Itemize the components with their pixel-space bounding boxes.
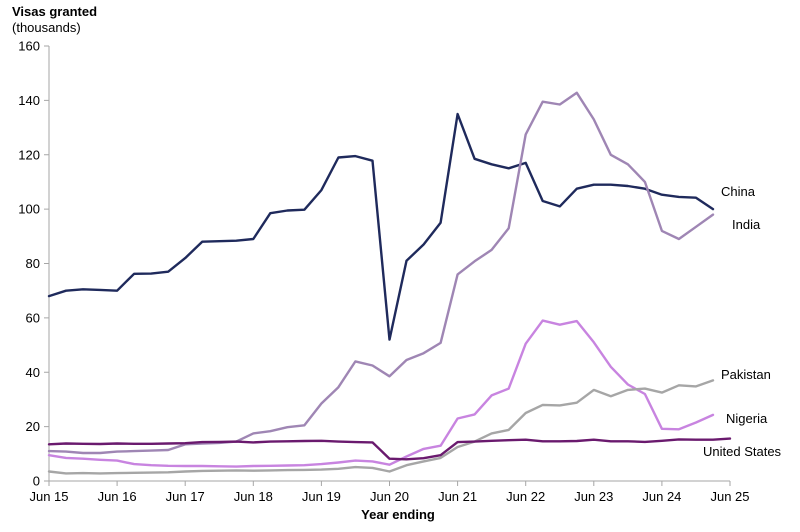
y-tick-label: 140 (18, 93, 40, 108)
x-tick-label: Jun 19 (302, 489, 341, 504)
series-line-china (47, 112, 715, 341)
x-tick-label: Jun 16 (98, 489, 137, 504)
y-axis: 0 20 40 60 80 100 120 140 160 (18, 39, 50, 489)
y-tick-label: 100 (18, 202, 40, 217)
x-tick-label: Jun 20 (370, 489, 409, 504)
series-label-china: China (721, 184, 756, 199)
x-axis: Jun 15 Jun 16 Jun 17 Jun 18 Jun 19 Jun 20 Jun … (29, 480, 750, 504)
series-label-united-states: United States (703, 444, 782, 459)
y-tick-label: 0 (33, 474, 40, 489)
series-line-india (47, 91, 715, 455)
x-tick-label: Jun 15 (29, 489, 68, 504)
x-tick-label: Jun 21 (438, 489, 477, 504)
y-tick-label: 40 (26, 365, 40, 380)
x-tick-label: Jun 18 (234, 489, 273, 504)
y-axis-unit: (thousands) (12, 20, 81, 35)
series-lines (47, 91, 732, 475)
x-tick-label: Jun 24 (642, 489, 681, 504)
series-label-pakistan: Pakistan (721, 367, 771, 382)
y-axis-title: Visas granted (12, 4, 97, 19)
series-label-india: India (732, 217, 761, 232)
x-tick-label: Jun 17 (166, 489, 205, 504)
y-tick-label: 20 (26, 419, 40, 434)
x-tick-label: Jun 23 (574, 489, 613, 504)
y-tick-label: 80 (26, 256, 40, 271)
series-label-nigeria: Nigeria (726, 411, 768, 426)
y-tick-label: 160 (18, 39, 40, 54)
series-line-united-states (47, 437, 732, 461)
y-tick-label: 120 (18, 147, 40, 162)
y-tick-label: 60 (26, 310, 40, 325)
series-line-pakistan (47, 379, 715, 475)
series-line-nigeria (47, 319, 715, 468)
x-tick-label: Jun 22 (506, 489, 545, 504)
x-tick-label: Jun 25 (710, 489, 749, 504)
x-axis-title: Year ending (361, 507, 435, 522)
